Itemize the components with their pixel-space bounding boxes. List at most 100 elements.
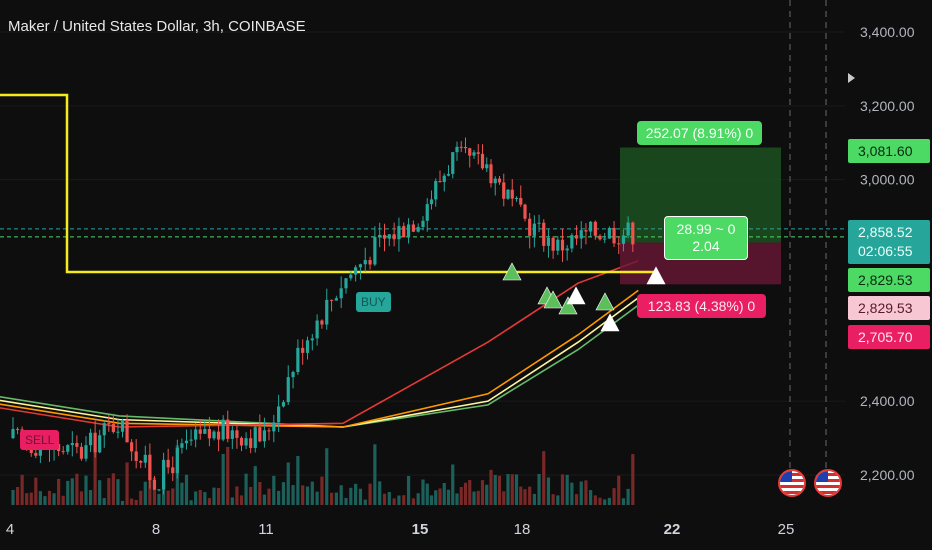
candle-body	[175, 447, 179, 474]
volume-bar	[226, 446, 230, 505]
volume-bar	[230, 497, 234, 505]
candle-body	[339, 288, 343, 299]
volume-bar	[130, 498, 134, 505]
volume-bar	[111, 473, 115, 505]
position-center-line1: 28.99 ~ 0	[676, 221, 736, 237]
candle-body	[485, 164, 489, 169]
candle-body	[438, 181, 442, 183]
yellow-level-line[interactable]	[0, 93, 655, 274]
candle-body	[130, 442, 134, 452]
buy-signal-label: BUY	[356, 292, 391, 312]
candle-body	[166, 459, 170, 468]
entry-price-tag: 2,829.53	[848, 268, 930, 292]
volume-bar	[402, 495, 406, 505]
volume-bar	[34, 477, 38, 505]
volume-bar	[38, 491, 42, 505]
scroll-right-icon	[848, 73, 855, 83]
volume-bar	[70, 478, 74, 505]
candle-body	[267, 430, 271, 432]
x-tick-label: 11	[258, 521, 274, 538]
volume-bar	[66, 480, 70, 505]
candle-body	[216, 431, 221, 440]
candle-body	[310, 338, 314, 341]
volume-bar	[406, 475, 411, 505]
volume-bar	[125, 462, 129, 505]
candle-body	[286, 377, 290, 403]
volume-bar	[253, 466, 257, 505]
candle-body	[111, 423, 115, 433]
volume-bar	[612, 488, 616, 505]
candle-body	[519, 198, 523, 205]
candle-body	[281, 402, 286, 407]
volume-bar	[373, 444, 377, 505]
volume-bar	[212, 487, 216, 505]
candle-body	[134, 451, 138, 461]
candle-body	[277, 406, 281, 423]
candle-body	[66, 445, 70, 452]
volume-bar	[277, 490, 281, 505]
candle-body	[272, 422, 276, 432]
candle-body	[607, 228, 611, 239]
y-tick-label: 2,200.00	[860, 467, 915, 483]
candle-body	[98, 435, 102, 453]
volume-bar	[603, 499, 607, 505]
exit-triangle	[566, 286, 586, 305]
level-line	[0, 93, 655, 274]
ma-green-line	[0, 304, 639, 428]
buy-triangle	[558, 296, 578, 315]
position-center-label[interactable]: 28.99 ~ 0 2.04	[664, 216, 748, 260]
volume-bar	[387, 492, 391, 505]
candle-body	[102, 423, 106, 436]
candle-body	[221, 419, 225, 440]
volume-bar	[584, 480, 588, 505]
volume-bar	[120, 500, 125, 505]
volume-bar	[378, 481, 382, 505]
volume-bar	[25, 493, 29, 505]
candle-body	[382, 234, 387, 239]
volume-bar	[84, 475, 88, 505]
volume-bar	[339, 485, 343, 505]
position-target-label: 252.07 (8.91%) 0	[637, 121, 762, 145]
candle-body	[459, 146, 463, 148]
us-flag-icon[interactable]	[814, 469, 842, 497]
volume-bar	[489, 469, 493, 505]
candle-body	[152, 480, 157, 490]
candle-body	[429, 199, 434, 205]
candle-body	[463, 146, 468, 149]
volume-bar	[574, 494, 579, 505]
candle-body	[593, 221, 597, 236]
candle-body	[180, 443, 184, 448]
volume-bar	[134, 499, 138, 505]
volume-bar	[506, 474, 510, 505]
candle-body	[416, 226, 420, 232]
volume-bar	[189, 500, 193, 505]
candle-body	[75, 443, 79, 447]
candle-body	[235, 430, 239, 438]
volume-bar	[519, 486, 523, 505]
candle-body	[11, 428, 15, 439]
volume-bar	[631, 454, 635, 505]
candle-body	[320, 320, 324, 325]
volume-bar	[502, 491, 506, 505]
volume-bar	[296, 456, 300, 505]
volume-bar	[61, 495, 65, 505]
volume-bar	[468, 480, 472, 505]
volume-bar	[349, 487, 353, 505]
volume-bar	[301, 485, 305, 505]
volume-bar	[434, 490, 438, 505]
candle-body	[537, 222, 541, 224]
volume-bar	[102, 498, 106, 505]
volume-bar	[171, 488, 175, 505]
candle-body	[598, 235, 602, 240]
volume-bar	[320, 476, 324, 505]
position-stop-label: 123.83 (4.38%) 0	[637, 294, 766, 318]
volume-bar	[560, 474, 565, 505]
volume-bar	[239, 495, 244, 505]
volume-bar	[392, 498, 396, 505]
price-axis[interactable]: 2,200.00 2,400.00 3,000.00 3,200.00 3,400.00…	[6, 24, 915, 538]
us-flag-icon[interactable]	[778, 469, 806, 497]
volume-bar	[272, 475, 276, 505]
candlesticks	[11, 137, 635, 495]
candle-body	[446, 173, 451, 176]
